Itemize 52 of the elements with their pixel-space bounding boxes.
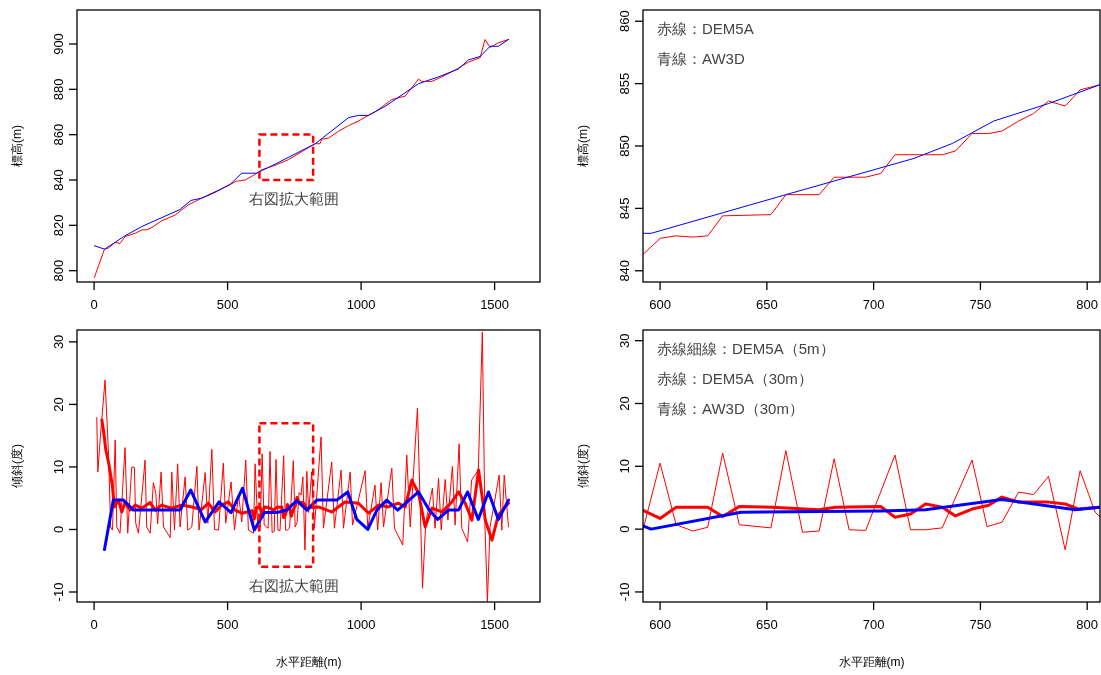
y-tick-label: 20: [51, 397, 66, 412]
x-tick-label: 0: [90, 617, 98, 632]
y-tick-label: 840: [51, 169, 66, 191]
x-tick-label: 1500: [480, 297, 510, 312]
x-tick-label: 500: [216, 617, 239, 632]
annotation: 右図拡大範囲: [249, 576, 340, 594]
x-axis-title: 水平距離(m): [275, 655, 342, 669]
y-axis-title: 傾斜(度): [576, 444, 590, 488]
y-tick-label: 840: [617, 259, 632, 282]
y-tick-label: 860: [617, 10, 632, 33]
annotation: 赤線：DEM5A: [657, 20, 754, 37]
annotation: 青線：AW3D: [657, 50, 745, 67]
y-tick-label: 800: [51, 259, 66, 282]
x-tick-label: 0: [90, 297, 98, 312]
y-tick-label: -10: [617, 582, 632, 602]
x-tick-label: 1000: [346, 297, 376, 312]
y-tick-label: 820: [51, 214, 66, 237]
y-axis-title: 傾斜(度): [10, 444, 24, 488]
y-tick-label: 30: [617, 333, 632, 348]
x-tick-label: 650: [756, 617, 778, 632]
y-tick-label: 10: [617, 459, 632, 474]
x-axis-title: 水平距離(m): [838, 655, 905, 669]
y-axis-title: 標高(m): [576, 125, 590, 167]
y-tick-label: 880: [51, 78, 66, 101]
y-tick-label: 0: [617, 525, 632, 533]
y-tick-label: 855: [617, 72, 632, 95]
annotation: 赤線：DEM5A（30m）: [657, 370, 813, 387]
y-tick-label: 10: [51, 459, 66, 475]
y-tick-label: 900: [51, 33, 66, 55]
x-tick-label: 650: [756, 297, 778, 312]
y-tick-label: 30: [51, 334, 66, 350]
x-tick-label: 700: [862, 297, 885, 312]
x-tick-label: 700: [862, 617, 885, 632]
annotation: 右図拡大範囲: [249, 190, 340, 207]
y-axis-title: 標高(m): [10, 125, 24, 167]
x-tick-label: 750: [969, 617, 992, 632]
y-tick-label: 860: [51, 123, 66, 146]
y-tick-label: -10: [51, 582, 66, 602]
x-tick-label: 1000: [346, 617, 376, 632]
x-tick-label: 750: [969, 297, 992, 312]
x-tick-label: 800: [1076, 617, 1099, 632]
x-tick-label: 1500: [480, 617, 510, 632]
y-tick-label: 20: [617, 396, 632, 411]
x-tick-label: 800: [1076, 297, 1099, 312]
x-tick-label: 600: [649, 617, 671, 632]
x-tick-label: 600: [649, 297, 671, 312]
y-tick-label: 850: [617, 135, 632, 157]
annotation: 赤線細線：DEM5A（5m）: [657, 340, 835, 357]
x-tick-label: 500: [216, 297, 239, 312]
y-tick-label: 0: [51, 525, 66, 534]
y-tick-label: 845: [617, 197, 632, 220]
annotation: 青線：AW3D（30m）: [657, 400, 804, 417]
